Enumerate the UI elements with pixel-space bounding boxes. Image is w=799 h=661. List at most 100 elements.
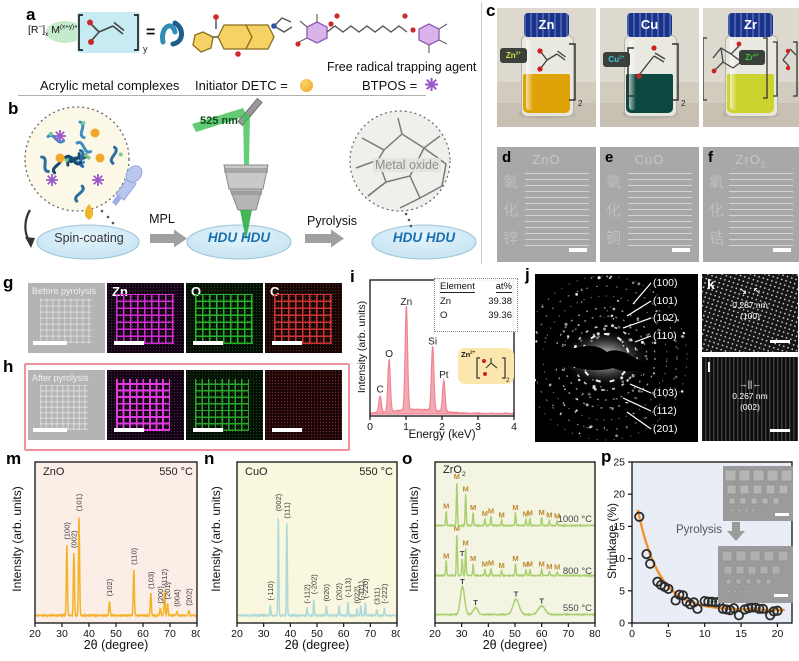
sem-inset-before	[723, 466, 793, 521]
panel-label-e: e	[605, 149, 614, 166]
svg-text:M: M	[527, 509, 533, 518]
svg-text:(201): (201)	[653, 423, 678, 435]
svg-text:M: M	[482, 560, 488, 569]
acrylic-formula: [R−]x M(x+y)+	[28, 23, 78, 39]
svg-text:M: M	[470, 554, 476, 563]
panel-label-j: j	[525, 265, 530, 284]
svg-text:60: 60	[338, 628, 350, 640]
svg-text:40: 40	[284, 628, 296, 640]
scale-bar	[114, 341, 144, 345]
svg-text:C: C	[376, 384, 383, 395]
hrtem-image-002: l →||← 0.267 nm (002)	[702, 357, 798, 441]
svg-text:(002): (002)	[69, 530, 78, 548]
svg-text:T: T	[473, 598, 478, 607]
svg-text:(110): (110)	[653, 330, 677, 342]
ion-badge: Cu2+	[603, 52, 630, 67]
svg-text:M: M	[463, 484, 469, 493]
svg-text:T: T	[514, 590, 519, 599]
table-cell: 39.36	[488, 310, 512, 321]
sem-character: 锌	[503, 230, 519, 247]
metal-oxide-label: Metal oxide	[373, 158, 441, 172]
svg-text:M: M	[499, 561, 505, 570]
svg-text:(-222): (-222)	[380, 583, 389, 604]
panel-label-h: h	[3, 357, 14, 376]
sem-character: 化	[709, 202, 725, 219]
svg-text:(111): (111)	[282, 502, 291, 519]
svg-text:15: 15	[613, 521, 625, 533]
svg-text:3: 3	[475, 421, 481, 433]
eds-map-o-after	[186, 370, 263, 440]
svg-text:60: 60	[137, 628, 149, 640]
svg-text:(-110): (-110)	[266, 581, 275, 601]
svg-text:15: 15	[735, 628, 747, 640]
svg-text:2: 2	[681, 99, 686, 108]
svg-text:T: T	[460, 577, 465, 586]
svg-text:5: 5	[665, 628, 671, 640]
lattice-spacing-l: 0.267 nm	[732, 391, 768, 401]
svg-text:Pt: Pt	[439, 370, 449, 381]
svg-text:Si: Si	[428, 337, 437, 348]
detc-dot-icon	[300, 79, 313, 92]
svg-text:M: M	[454, 524, 460, 533]
svg-text:M: M	[499, 511, 505, 520]
svg-text:5: 5	[619, 585, 625, 597]
svg-text:T: T	[460, 549, 465, 558]
svg-text:30: 30	[56, 628, 68, 640]
svg-text:(101): (101)	[653, 295, 678, 307]
svg-text:T: T	[539, 597, 544, 606]
svg-text:20: 20	[772, 628, 784, 640]
svg-text:70: 70	[364, 628, 376, 640]
sem-title: ZrO2	[735, 152, 767, 170]
scale-bar	[272, 341, 302, 345]
composition-table: Element at% Zn 39.38 O 39.36	[434, 278, 518, 332]
svg-text:M: M	[443, 551, 449, 560]
vial-cap-label: Cu	[627, 13, 672, 37]
svg-text:0: 0	[619, 618, 625, 630]
before-pyrolysis-label: Before pyrolysis	[32, 286, 97, 296]
zno-xrd-x-label: 2θ (degree)	[83, 638, 149, 652]
svg-text:0: 0	[367, 421, 373, 433]
svg-text:40: 40	[83, 628, 95, 640]
sem-character: 化	[503, 202, 519, 219]
svg-text:2: 2	[439, 421, 445, 433]
vial-cap-label: Zr	[728, 13, 773, 37]
svg-text:2: 2	[506, 377, 510, 384]
svg-text:50: 50	[509, 628, 521, 640]
element-label-c: C	[270, 284, 280, 299]
element-label-o: O	[191, 284, 202, 299]
zinc-complex-inset: Zn2+ 2	[458, 348, 514, 384]
eds-map-zn-after	[107, 370, 184, 440]
divider-ab-c	[481, 2, 482, 264]
laser-wavelength: 525 nm	[200, 115, 238, 127]
svg-text:(-112): (-112)	[303, 584, 312, 604]
svg-text:10: 10	[699, 628, 711, 640]
eds-map-zn-before: Zn	[107, 283, 184, 353]
svg-text:(112): (112)	[653, 405, 677, 417]
svg-text:(311): (311)	[372, 587, 381, 604]
scale-bar	[773, 248, 791, 252]
svg-text:M: M	[470, 503, 476, 512]
hdu-text-2: HDU HDU	[392, 230, 456, 245]
svg-text:(020): (020)	[322, 584, 331, 602]
svg-text:(-202): (-202)	[309, 574, 318, 595]
svg-text:50: 50	[311, 628, 323, 640]
ion-badge: Zn2+	[500, 48, 527, 63]
saed-pattern: (100) (101) (102) (110) (103) (112) (201)	[535, 274, 698, 442]
panel-label-g: g	[3, 273, 14, 292]
scale-bar	[114, 428, 144, 432]
panel-label-d: d	[502, 149, 512, 166]
eds-sem-after: After pyrolysis	[28, 370, 105, 440]
svg-text:M: M	[546, 511, 552, 520]
eds-map-c-after	[265, 370, 342, 440]
panel-a-illustration: y	[46, 12, 448, 57]
panel-label-l: l	[707, 359, 711, 375]
eds-map-c-before: C	[265, 283, 342, 353]
svg-text:M: M	[546, 562, 552, 571]
svg-text:40: 40	[482, 628, 494, 640]
svg-text:50: 50	[110, 628, 122, 640]
acrylic-caption: Acrylic metal complexes	[40, 78, 180, 93]
sem-image-cuo: e CuO 氧 化 铜	[600, 147, 699, 262]
sem-title: CuO	[634, 152, 665, 167]
vial-photo-zn: Zn 2 Zn2+	[497, 8, 596, 127]
svg-text:(-113): (-113)	[344, 577, 353, 597]
